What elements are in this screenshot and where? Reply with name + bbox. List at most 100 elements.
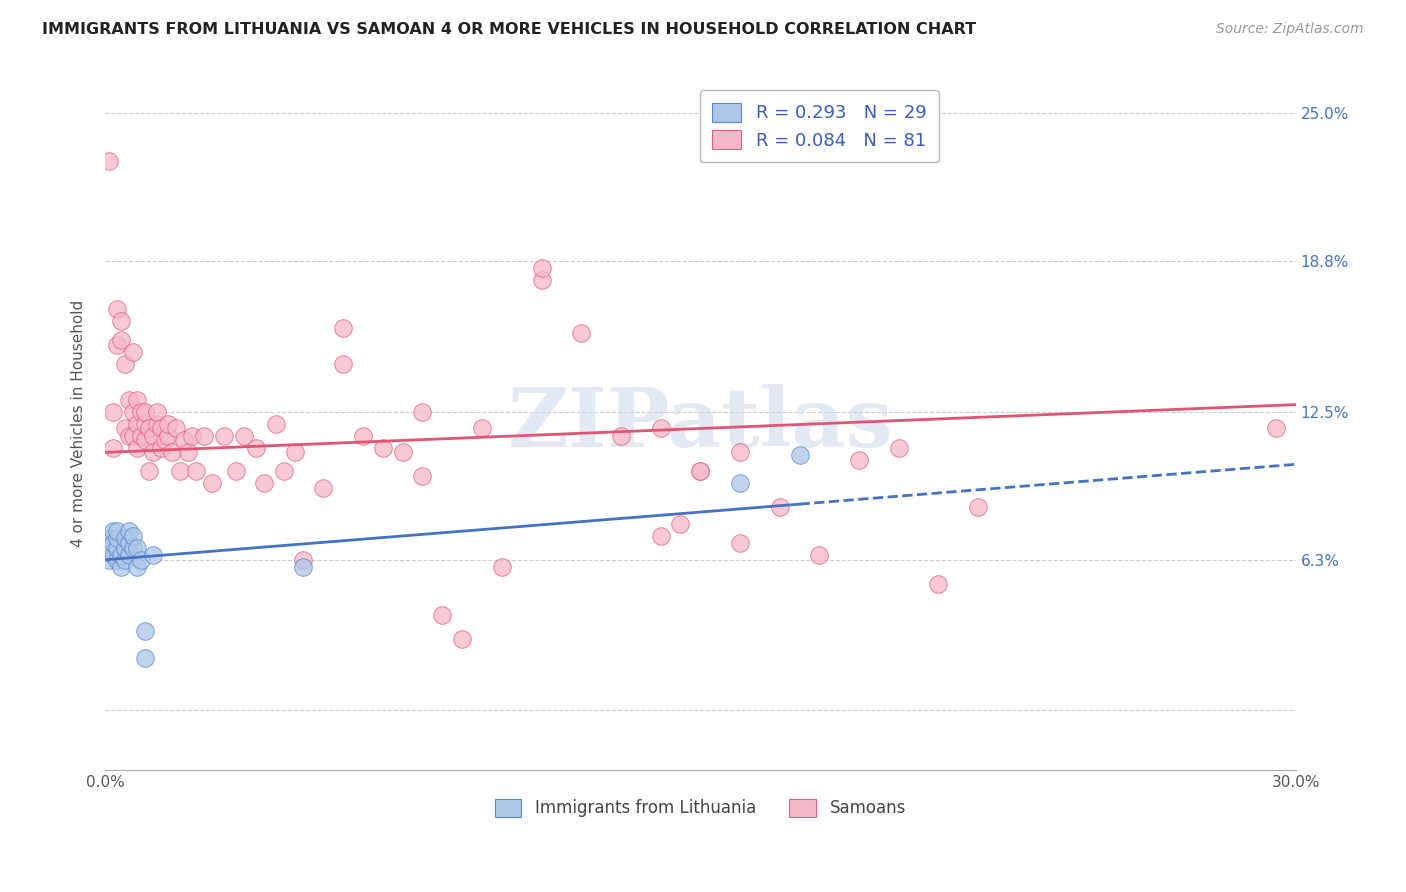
Point	[491, 560, 513, 574]
Point	[669, 516, 692, 531]
Legend: Immigrants from Lithuania, Samoans: Immigrants from Lithuania, Samoans	[488, 792, 912, 824]
Point	[125, 441, 148, 455]
Point	[411, 469, 433, 483]
Point	[689, 465, 711, 479]
Point	[530, 261, 553, 276]
Point	[432, 607, 454, 622]
Point	[121, 541, 143, 555]
Point	[97, 154, 120, 169]
Point	[125, 541, 148, 555]
Point	[118, 524, 141, 538]
Point	[848, 452, 870, 467]
Point	[101, 524, 124, 538]
Point	[728, 536, 751, 550]
Point	[101, 405, 124, 419]
Point	[145, 417, 167, 431]
Point	[769, 500, 792, 515]
Point	[1264, 421, 1286, 435]
Point	[129, 553, 152, 567]
Point	[650, 529, 672, 543]
Point	[101, 441, 124, 455]
Point	[201, 476, 224, 491]
Point	[193, 428, 215, 442]
Point	[142, 548, 165, 562]
Point	[264, 417, 287, 431]
Point	[245, 441, 267, 455]
Point	[391, 445, 413, 459]
Text: ZIPatlas: ZIPatlas	[508, 384, 893, 464]
Point	[125, 392, 148, 407]
Text: IMMIGRANTS FROM LITHUANIA VS SAMOAN 4 OR MORE VEHICLES IN HOUSEHOLD CORRELATION : IMMIGRANTS FROM LITHUANIA VS SAMOAN 4 OR…	[42, 22, 976, 37]
Point	[471, 421, 494, 435]
Point	[610, 428, 633, 442]
Point	[114, 532, 136, 546]
Point	[292, 553, 315, 567]
Point	[165, 421, 187, 435]
Point	[157, 417, 180, 431]
Point	[332, 321, 354, 335]
Point	[114, 421, 136, 435]
Point	[232, 428, 254, 442]
Point	[887, 441, 910, 455]
Point	[129, 428, 152, 442]
Point	[728, 445, 751, 459]
Point	[134, 417, 156, 431]
Point	[186, 465, 208, 479]
Point	[927, 576, 949, 591]
Point	[173, 434, 195, 448]
Point	[162, 445, 184, 459]
Point	[125, 417, 148, 431]
Point	[134, 405, 156, 419]
Point	[650, 421, 672, 435]
Point	[105, 553, 128, 567]
Point	[149, 441, 172, 455]
Point	[105, 532, 128, 546]
Point	[114, 541, 136, 555]
Point	[118, 548, 141, 562]
Point	[121, 405, 143, 419]
Point	[121, 428, 143, 442]
Point	[110, 548, 132, 562]
Y-axis label: 4 or more Vehicles in Household: 4 or more Vehicles in Household	[72, 300, 86, 548]
Point	[97, 541, 120, 555]
Point	[134, 434, 156, 448]
Text: Source: ZipAtlas.com: Source: ZipAtlas.com	[1216, 22, 1364, 37]
Point	[225, 465, 247, 479]
Point	[253, 476, 276, 491]
Point	[149, 421, 172, 435]
Point	[138, 465, 160, 479]
Point	[114, 553, 136, 567]
Point	[110, 333, 132, 347]
Point	[157, 428, 180, 442]
Point	[105, 302, 128, 317]
Point	[284, 445, 307, 459]
Point	[411, 405, 433, 419]
Point	[808, 548, 831, 562]
Point	[177, 445, 200, 459]
Point	[121, 529, 143, 543]
Point	[169, 465, 191, 479]
Point	[110, 560, 132, 574]
Point	[142, 445, 165, 459]
Point	[689, 465, 711, 479]
Point	[134, 650, 156, 665]
Point	[312, 481, 335, 495]
Point	[110, 314, 132, 328]
Point	[105, 541, 128, 555]
Point	[332, 357, 354, 371]
Point	[97, 532, 120, 546]
Point	[134, 624, 156, 639]
Point	[121, 345, 143, 359]
Point	[530, 273, 553, 287]
Point	[101, 548, 124, 562]
Point	[273, 465, 295, 479]
Point	[728, 476, 751, 491]
Point	[292, 560, 315, 574]
Point	[129, 405, 152, 419]
Point	[101, 536, 124, 550]
Point	[181, 428, 204, 442]
Point	[451, 632, 474, 646]
Point	[118, 428, 141, 442]
Point	[352, 428, 374, 442]
Point	[153, 434, 176, 448]
